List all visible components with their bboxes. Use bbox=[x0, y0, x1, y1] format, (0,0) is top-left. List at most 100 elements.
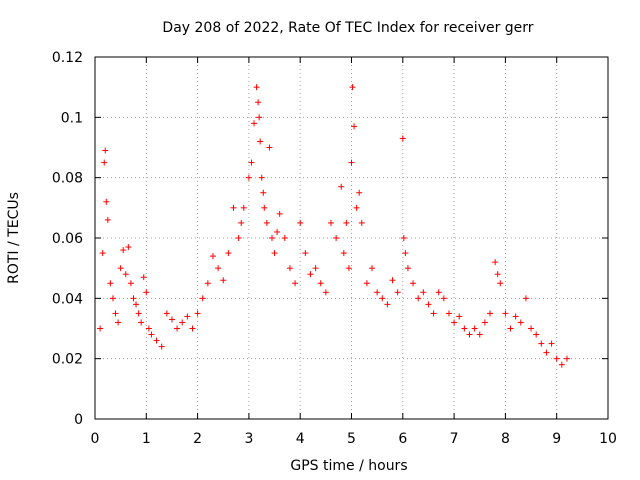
data-point bbox=[174, 325, 181, 332]
data-point bbox=[189, 325, 196, 332]
data-point bbox=[402, 250, 409, 257]
y-tick-label: 0.06 bbox=[52, 231, 83, 247]
data-point bbox=[158, 343, 165, 350]
data-point bbox=[117, 265, 124, 272]
data-point bbox=[343, 219, 350, 226]
data-point bbox=[548, 340, 555, 347]
plot-frame bbox=[94, 56, 609, 420]
data-point bbox=[215, 265, 222, 272]
data-point bbox=[253, 84, 260, 91]
data-point bbox=[340, 250, 347, 257]
data-point bbox=[261, 204, 268, 211]
data-point bbox=[281, 235, 288, 241]
data-point bbox=[394, 289, 401, 296]
data-point bbox=[292, 280, 299, 287]
data-point bbox=[440, 295, 447, 302]
data-point bbox=[410, 280, 417, 287]
data-point bbox=[130, 295, 137, 302]
data-point bbox=[338, 183, 345, 190]
y-tick-label: 0 bbox=[74, 412, 83, 428]
data-point bbox=[127, 280, 134, 287]
data-point bbox=[125, 244, 132, 251]
data-point bbox=[184, 313, 191, 320]
data-point bbox=[327, 219, 334, 226]
data-point bbox=[240, 204, 247, 211]
data-point bbox=[345, 265, 352, 272]
data-point bbox=[461, 325, 468, 332]
data-point bbox=[302, 250, 309, 257]
data-point bbox=[563, 355, 570, 362]
data-point bbox=[140, 274, 147, 281]
data-point bbox=[451, 319, 458, 326]
data-point bbox=[553, 355, 560, 362]
data-point bbox=[276, 210, 283, 217]
x-tick-label: 6 bbox=[398, 431, 407, 447]
data-point bbox=[263, 219, 270, 226]
x-tick-label: 4 bbox=[296, 431, 305, 447]
x-tick-label: 8 bbox=[501, 431, 510, 447]
data-point bbox=[101, 159, 108, 166]
data-point bbox=[420, 289, 427, 296]
data-point bbox=[356, 189, 363, 196]
data-point bbox=[133, 301, 140, 308]
data-point bbox=[517, 319, 524, 326]
data-point bbox=[122, 271, 129, 278]
chart-title: Day 208 of 2022, Rate Of TEC Index for r… bbox=[162, 20, 533, 36]
x-tick-label: 10 bbox=[599, 431, 617, 447]
data-point bbox=[297, 219, 304, 226]
data-point bbox=[522, 295, 529, 302]
data-point bbox=[148, 331, 155, 338]
y-tick-label: 0.08 bbox=[52, 171, 83, 187]
data-point bbox=[271, 250, 278, 257]
data-point bbox=[286, 265, 293, 272]
x-tick-label: 0 bbox=[91, 431, 100, 447]
data-point bbox=[238, 219, 245, 226]
data-point bbox=[384, 301, 391, 308]
data-point bbox=[245, 174, 252, 181]
data-point bbox=[497, 280, 504, 287]
x-axis-label: GPS time / hours bbox=[290, 458, 407, 474]
data-point bbox=[425, 301, 432, 308]
x-tick-label: 5 bbox=[347, 431, 356, 447]
data-point bbox=[348, 159, 355, 166]
data-point bbox=[363, 280, 370, 287]
x-tick-label: 9 bbox=[552, 431, 561, 447]
y-tick-label: 0.04 bbox=[52, 291, 83, 307]
data-point bbox=[430, 310, 437, 317]
data-point bbox=[349, 84, 356, 91]
data-point bbox=[103, 198, 110, 205]
data-point bbox=[266, 144, 273, 151]
data-point bbox=[494, 271, 501, 278]
data-point bbox=[258, 174, 265, 181]
y-tick-label: 0.12 bbox=[52, 50, 83, 66]
data-point bbox=[255, 99, 262, 106]
data-point bbox=[194, 310, 201, 317]
data-point bbox=[199, 295, 206, 302]
x-tick-label: 1 bbox=[142, 431, 151, 447]
data-point bbox=[374, 289, 381, 296]
x-tick-label: 2 bbox=[193, 431, 202, 447]
data-point bbox=[99, 250, 106, 257]
data-point bbox=[533, 331, 540, 338]
data-point bbox=[138, 319, 145, 326]
data-point bbox=[369, 265, 376, 272]
y-tick-label: 0.1 bbox=[61, 110, 83, 126]
x-tick-label: 7 bbox=[450, 431, 459, 447]
data-point bbox=[230, 204, 237, 211]
data-point bbox=[512, 313, 519, 320]
data-point bbox=[471, 325, 478, 332]
data-point bbox=[235, 235, 242, 241]
data-point bbox=[543, 349, 550, 356]
data-point bbox=[404, 265, 411, 272]
data-point bbox=[220, 277, 227, 284]
data-point bbox=[102, 147, 109, 154]
data-point bbox=[379, 295, 386, 302]
data-point bbox=[435, 289, 442, 296]
data-point bbox=[204, 280, 211, 287]
data-point bbox=[143, 289, 150, 296]
data-point bbox=[399, 135, 406, 142]
data-point bbox=[225, 250, 232, 257]
data-point bbox=[351, 123, 358, 130]
data-point bbox=[507, 325, 514, 332]
